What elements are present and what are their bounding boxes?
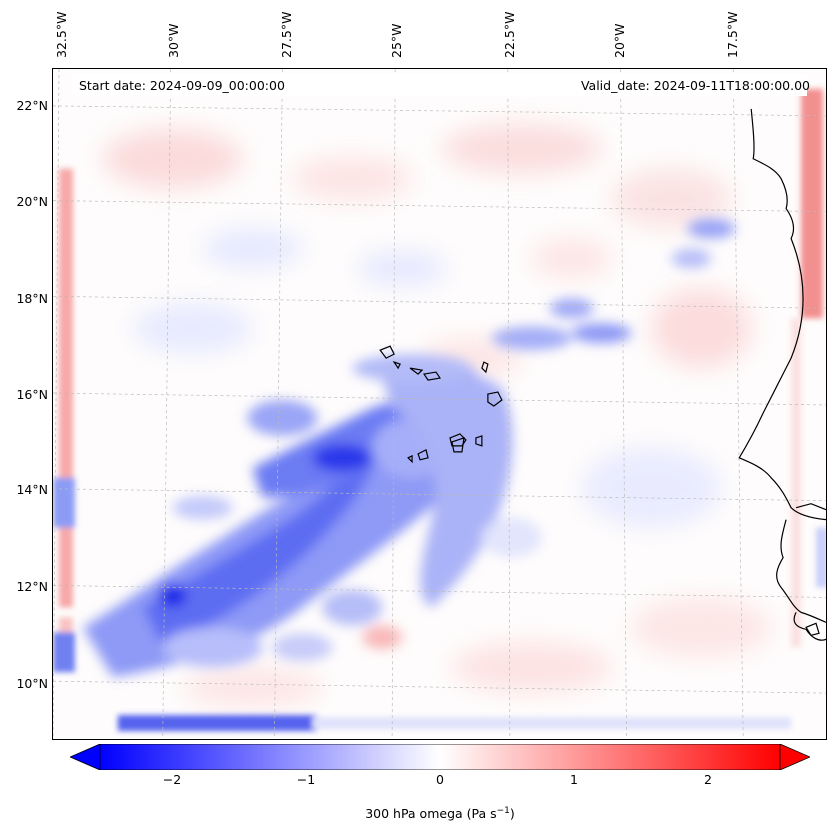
longitude-label: 30°W — [166, 23, 181, 58]
latitude-label: 22°N — [16, 98, 48, 113]
latitude-label: 18°N — [16, 291, 48, 306]
longitude-label: 20°W — [612, 23, 627, 58]
background-field — [102, 123, 772, 708]
longitude-label: 32.5°W — [54, 11, 69, 58]
omega-field — [53, 69, 826, 739]
longitude-label: 17.5°W — [725, 11, 740, 58]
valid-date-label: Valid_date: 2024-09-11T18:00:00.00 — [580, 78, 810, 93]
map-panel — [52, 68, 827, 740]
colorbar-tick: 0 — [436, 772, 444, 787]
latitude-label: 12°N — [16, 579, 48, 594]
coastlines — [379, 108, 826, 641]
colorbar-tick: 2 — [704, 772, 712, 787]
longitude-label: 27.5°W — [279, 11, 294, 58]
latitude-label: 20°N — [16, 194, 48, 209]
latitude-label: 14°N — [16, 482, 48, 497]
info-strip — [72, 74, 807, 96]
ascent-band — [82, 218, 736, 678]
boundary-artifacts — [53, 88, 826, 732]
colorbar-tick: 1 — [570, 772, 578, 787]
latitude-label: 10°N — [16, 676, 48, 691]
latitude-label: 16°N — [16, 387, 48, 402]
start-date-label: Start date: 2024-09-09_00:00:00 — [79, 78, 285, 93]
colorbar — [70, 744, 810, 770]
gridlines — [53, 69, 826, 739]
colorbar-max-extend — [779, 744, 810, 770]
colorbar-tick: −1 — [296, 772, 316, 787]
longitude-label: 25°W — [389, 23, 404, 58]
colorbar-min-extend — [70, 744, 101, 770]
colorbar-label: 300 hPa omega (Pa s−1) — [365, 806, 515, 822]
colorbar-gradient — [99, 744, 781, 770]
colorbar-tick: −2 — [162, 772, 182, 787]
longitude-label: 22.5°W — [502, 11, 517, 58]
